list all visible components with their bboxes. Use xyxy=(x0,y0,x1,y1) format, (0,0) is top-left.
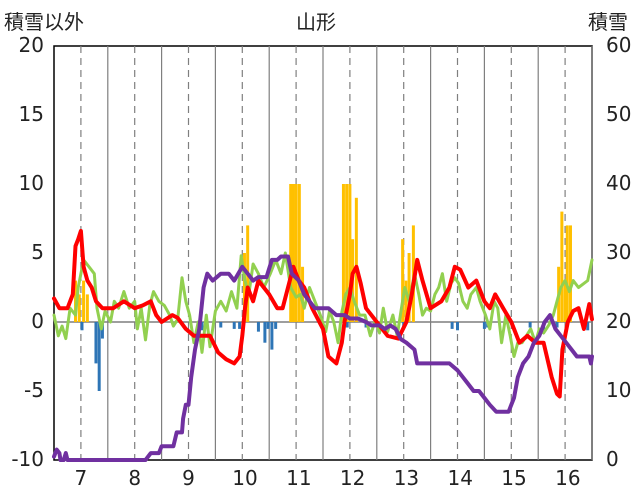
y-tick-left: 5 xyxy=(31,240,44,264)
y-tick-right: 30 xyxy=(606,240,632,264)
precipitation-bar xyxy=(354,197,358,322)
x-tick: 8 xyxy=(128,466,142,490)
y-tick-left: 20 xyxy=(18,33,44,57)
precipitation-bar xyxy=(404,280,408,322)
sunshine-bar xyxy=(256,322,260,332)
sunshine-bar xyxy=(528,322,532,328)
precipitation-bar xyxy=(294,184,298,322)
precipitation-bar xyxy=(77,294,81,322)
sunshine-bar xyxy=(586,322,590,331)
y-tick-left: -5 xyxy=(24,378,44,402)
sunshine-bar xyxy=(482,322,486,329)
x-tick: 14 xyxy=(447,466,473,490)
precipitation-bar xyxy=(563,280,567,322)
sunshine-bar xyxy=(232,322,236,329)
x-tick: 10 xyxy=(232,466,258,490)
precipitation-bar xyxy=(85,294,89,322)
x-tick: 15 xyxy=(501,466,527,490)
precipitation-bar xyxy=(401,239,405,322)
precipitation-bar xyxy=(565,225,569,322)
y-tick-left: 15 xyxy=(18,102,44,126)
sunshine-bar xyxy=(345,322,349,328)
precipitation-bar xyxy=(345,184,349,322)
y-tick-right: 10 xyxy=(606,378,632,402)
precipitation-bar xyxy=(560,211,564,322)
temperature-anomaly-line xyxy=(52,251,594,358)
sunshine-bar xyxy=(238,322,242,329)
precipitation-bar xyxy=(82,280,86,322)
x-tick: 12 xyxy=(339,466,366,490)
precipitation-bar xyxy=(341,184,345,322)
precipitation-bar xyxy=(407,253,411,322)
temperature-line xyxy=(52,228,594,399)
precipitation-bar xyxy=(291,184,295,322)
precipitation-bar xyxy=(297,184,301,322)
y-tick-right: 0 xyxy=(606,447,619,471)
y-tick-left: 10 xyxy=(18,171,44,195)
sunshine-bar xyxy=(80,322,84,331)
precipitation-bar xyxy=(348,184,352,322)
sunshine-bar xyxy=(270,322,274,350)
y-tick-right: 50 xyxy=(606,102,632,126)
x-tick: 13 xyxy=(393,466,420,490)
x-tick: 11 xyxy=(286,466,312,490)
left-axis-label: 積雪以外 xyxy=(4,10,84,34)
y-tick-right: 20 xyxy=(606,309,632,333)
sunshine-bar xyxy=(450,322,454,329)
precipitation-bar xyxy=(568,225,572,322)
snow-depth-line xyxy=(52,254,594,462)
y-tick-right: 40 xyxy=(606,171,632,195)
sunshine-bar xyxy=(263,322,267,343)
y-tick-left: -10 xyxy=(11,447,44,471)
sunshine-bar xyxy=(555,322,559,328)
x-tick: 9 xyxy=(182,466,195,490)
sunshine-bar xyxy=(97,322,101,391)
sunshine-bar xyxy=(219,322,223,328)
precipitation-bar xyxy=(242,253,246,322)
x-tick: 7 xyxy=(74,466,88,490)
sunshine-bar xyxy=(100,322,104,339)
y-tick-left: 0 xyxy=(31,309,44,333)
precipitation-bars xyxy=(74,184,572,322)
sunshine-bar xyxy=(274,322,278,329)
sunshine-bar xyxy=(456,322,459,331)
sunshine-bar xyxy=(200,322,204,331)
x-tick: 16 xyxy=(555,466,581,490)
right-axis-label: 積雪 xyxy=(588,10,628,34)
y-tick-right: 60 xyxy=(606,33,632,57)
sunshine-bar xyxy=(94,322,98,364)
precipitation-bar xyxy=(289,184,293,322)
sunshine-bar xyxy=(266,322,270,329)
series-lines xyxy=(52,228,594,462)
chart-title: 山形 xyxy=(296,10,336,34)
